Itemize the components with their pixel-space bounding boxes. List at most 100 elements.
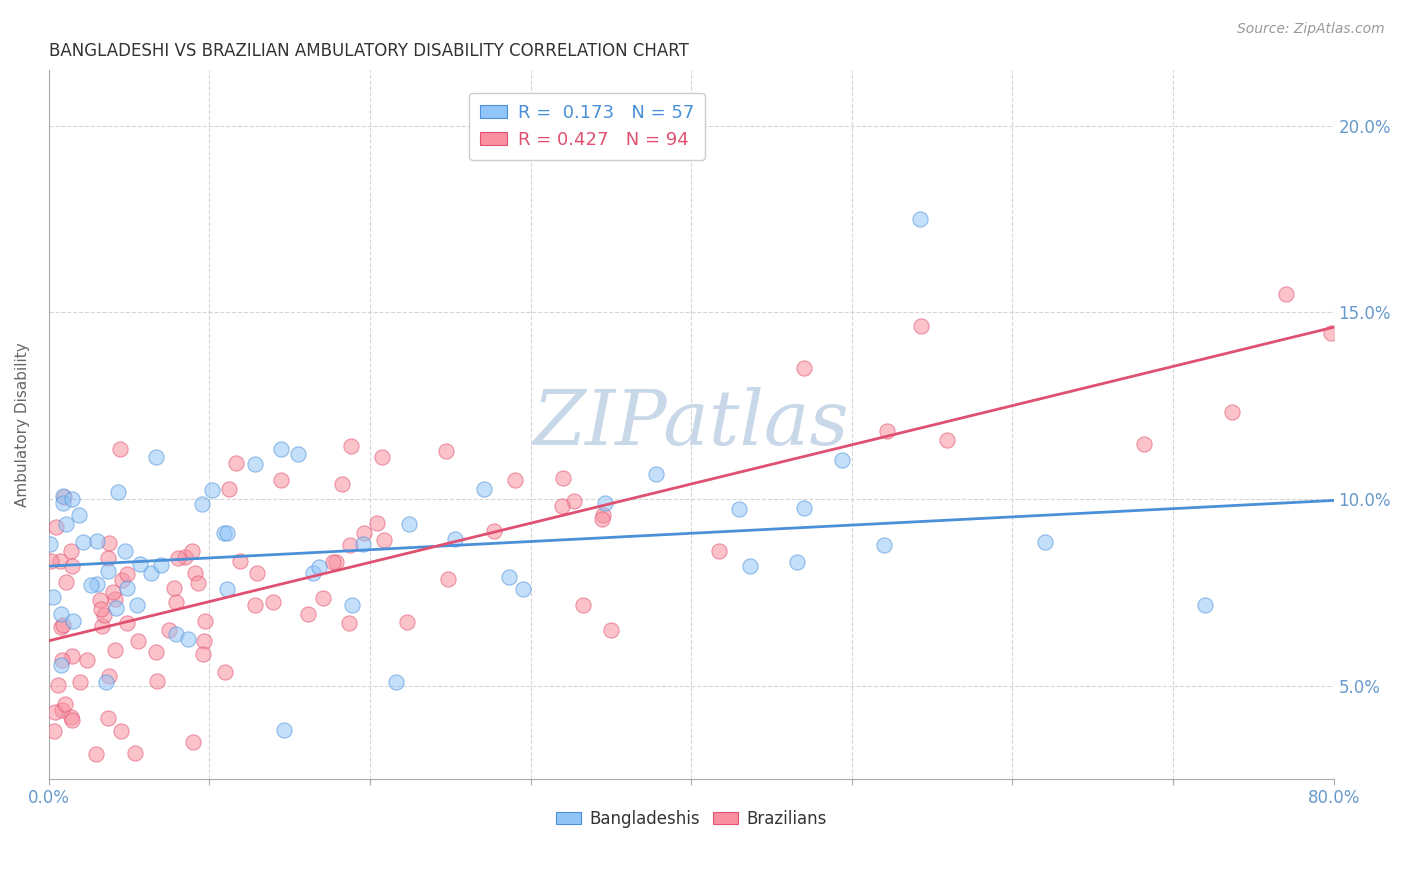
Point [97,535,120,549]
Point [53,490,76,504]
Point [337,615,360,630]
Point [551,471,574,485]
Point [592,508,614,522]
Point [187,575,209,590]
Point [212,525,235,540]
Point [174,550,197,565]
Point [90,618,112,632]
Point [104,643,127,657]
Point [97,551,120,566]
Point [437,572,460,586]
Point [69,675,91,690]
Point [67,508,90,522]
Point [55,517,77,532]
Point [86,577,108,591]
Point [165,627,187,641]
Point [644,467,666,481]
Point [111,573,134,587]
Point [936,433,959,447]
Point [193,647,215,661]
Point [793,500,815,515]
Point [398,516,420,531]
Point [229,553,252,567]
Point [96,564,118,578]
Point [908,211,931,226]
Point [128,557,150,571]
Point [551,500,574,514]
Point [1133,437,1156,451]
Point [107,484,129,499]
Point [46,678,69,692]
Point [44,724,66,739]
Point [52,496,75,510]
Point [876,424,898,438]
Point [51,653,73,667]
Point [395,615,418,629]
Point [215,525,238,540]
Point [193,633,215,648]
Point [562,494,585,508]
Point [51,620,73,634]
Point [572,598,595,612]
Point [246,566,269,580]
Point [740,558,762,573]
Point [194,614,217,628]
Point [80,578,103,592]
Point [1033,534,1056,549]
Point [443,533,465,547]
Point [90,602,112,616]
Text: Source: ZipAtlas.com: Source: ZipAtlas.com [1237,22,1385,37]
Point [591,512,613,526]
Point [51,703,73,717]
Point [157,623,180,637]
Point [371,450,394,465]
Point [55,575,77,590]
Point [297,607,319,622]
Point [214,665,236,679]
Point [498,570,520,584]
Point [60,649,83,664]
Point [165,595,187,609]
Point [51,607,73,621]
Point [51,657,73,672]
Point [72,535,94,549]
Text: ZIPatlas: ZIPatlas [533,387,849,461]
Point [97,668,120,682]
Point [384,675,406,690]
Point [1274,287,1296,301]
Point [62,615,84,629]
Point [124,746,146,760]
Point [353,526,375,541]
Point [89,592,111,607]
Point [270,474,292,488]
Point [117,616,139,631]
Point [163,582,186,596]
Point [243,458,266,472]
Point [340,598,363,612]
Point [512,582,534,596]
Point [62,558,84,573]
Point [104,592,127,607]
Point [339,538,361,552]
Point [104,601,127,615]
Point [191,497,214,511]
Point [93,608,115,623]
Point [786,555,808,569]
Point [831,453,853,467]
Point [322,555,344,569]
Point [52,489,75,503]
Point [273,723,295,738]
Text: BANGLADESHI VS BRAZILIAN AMBULATORY DISABILITY CORRELATION CHART: BANGLADESHI VS BRAZILIAN AMBULATORY DISA… [49,42,689,60]
Point [312,591,335,605]
Point [114,543,136,558]
Point [60,713,83,727]
Point [873,538,896,552]
Point [218,482,240,496]
Point [76,653,98,667]
Point [94,674,117,689]
Point [60,544,83,558]
Point [1194,599,1216,613]
Point [127,634,149,648]
Point [225,457,247,471]
Point [117,566,139,581]
